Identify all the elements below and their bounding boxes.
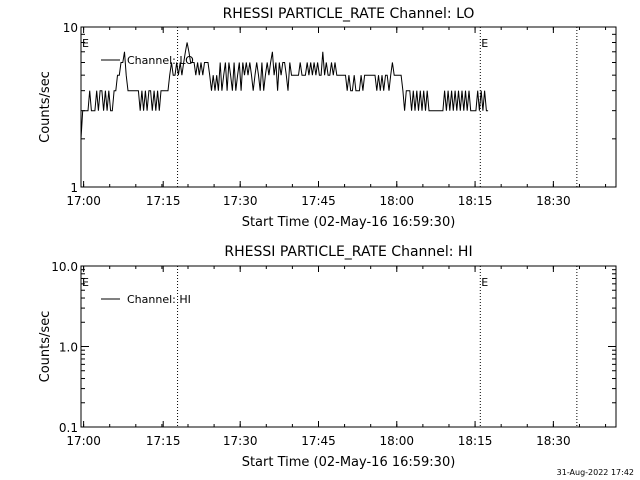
y-axis-label: Counts/sec [38, 71, 53, 143]
x-tick-label: 17:45 [301, 434, 336, 448]
event-marker-label: E [82, 276, 89, 289]
x-tick-label: 17:00 [66, 194, 101, 208]
y-axis-label: Counts/sec [38, 311, 53, 383]
y-tick-label: 1 [70, 181, 78, 195]
x-tick-label: 17:15 [146, 434, 181, 448]
series-line [80, 42, 489, 139]
event-marker-label: E [481, 276, 488, 289]
x-tick-label: 18:15 [458, 194, 493, 208]
x-tick-label: 17:00 [66, 434, 101, 448]
plot-frame [80, 26, 617, 188]
x-tick-label: 18:15 [458, 434, 493, 448]
y-tick-label: 10.0 [51, 260, 78, 274]
x-tick-label: 18:00 [379, 194, 414, 208]
footer-timestamp: 31-Aug-2022 17:42 [557, 468, 634, 477]
chart-title: RHESSI PARTICLE_RATE Channel: HI [224, 244, 472, 260]
chart-title: RHESSI PARTICLE_RATE Channel: LO [223, 6, 475, 22]
x-axis-label: Start Time (02-May-16 16:59:30) [242, 455, 456, 470]
x-axis-label: Start Time (02-May-16 16:59:30) [242, 215, 456, 230]
y-tick-label: 0.1 [59, 421, 78, 435]
x-tick-label: 18:30 [536, 434, 571, 448]
x-tick-label: 18:30 [536, 194, 571, 208]
plot-frame [80, 265, 617, 428]
legend-label: Channel: HI [127, 293, 191, 306]
event-marker-label: E [481, 37, 488, 50]
event-marker-label: E [82, 37, 89, 50]
x-tick-label: 17:30 [223, 194, 258, 208]
x-tick-label: 17:15 [146, 194, 181, 208]
x-tick-label: 17:30 [223, 434, 258, 448]
x-tick-label: 17:45 [301, 194, 336, 208]
y-tick-label: 10 [63, 21, 78, 35]
y-tick-label: 1.0 [59, 341, 78, 355]
x-tick-label: 18:00 [379, 434, 414, 448]
